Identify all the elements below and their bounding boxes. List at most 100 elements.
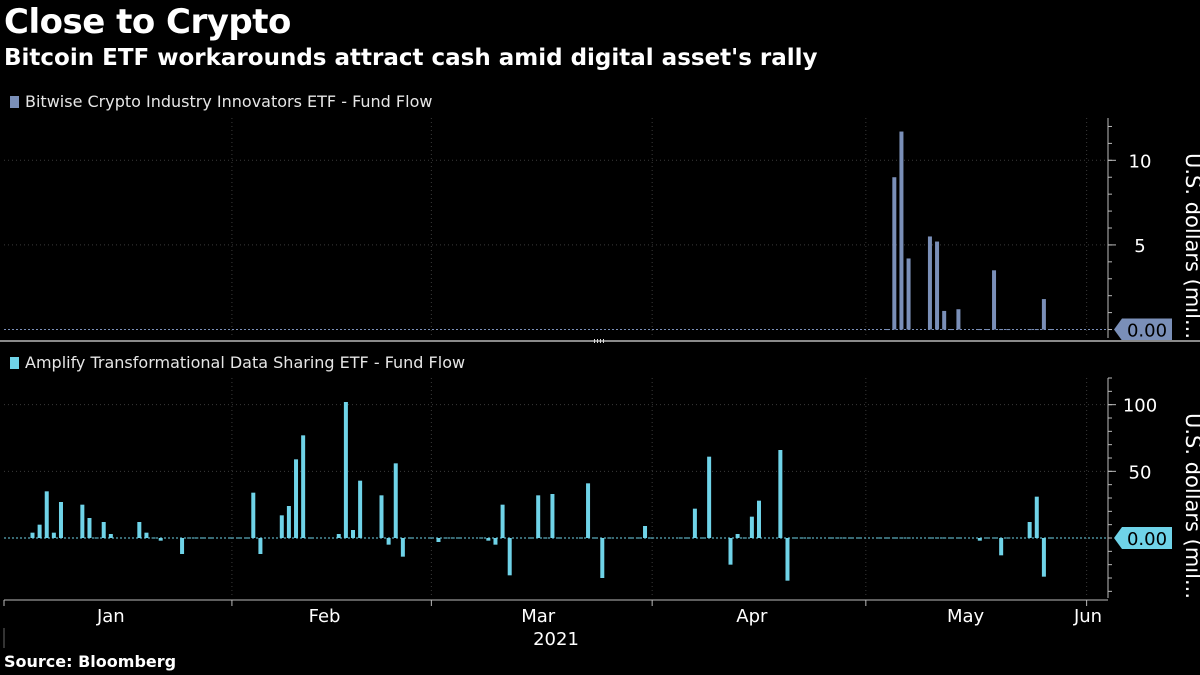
x-tick-label: May bbox=[947, 606, 985, 627]
x-tick-label: Feb bbox=[309, 606, 341, 627]
bar bbox=[286, 506, 291, 538]
bar bbox=[984, 537, 989, 539]
bar bbox=[593, 537, 598, 539]
bar bbox=[486, 538, 491, 541]
bar bbox=[557, 537, 562, 539]
bar bbox=[51, 532, 56, 538]
bar bbox=[393, 463, 398, 538]
bar bbox=[101, 522, 106, 538]
x-tick-label: Jan bbox=[96, 606, 125, 627]
bar bbox=[108, 534, 113, 538]
y-tick-label: 10 bbox=[1129, 151, 1152, 172]
bar bbox=[749, 516, 754, 538]
bar bbox=[735, 534, 740, 538]
bar bbox=[229, 537, 234, 539]
bar bbox=[999, 538, 1004, 556]
x-tick-label: Jun bbox=[1073, 606, 1102, 627]
bar bbox=[258, 538, 263, 554]
bar bbox=[685, 537, 690, 539]
y-axis-label: U.S. dollars (mil... bbox=[1181, 413, 1200, 599]
x-tick-label: Apr bbox=[736, 606, 768, 627]
current-value-tag bbox=[1114, 527, 1172, 549]
bar bbox=[44, 491, 49, 538]
bar bbox=[977, 538, 982, 541]
bar bbox=[885, 329, 890, 331]
bar bbox=[187, 537, 192, 539]
bar bbox=[1034, 329, 1039, 331]
bar bbox=[180, 538, 185, 554]
bar bbox=[785, 538, 790, 581]
bar bbox=[935, 537, 940, 539]
bar bbox=[707, 456, 712, 538]
bar bbox=[586, 483, 591, 538]
bar bbox=[1041, 538, 1046, 577]
legend-bottom: Amplify Transformational Data Sharing ET… bbox=[10, 353, 465, 372]
bar bbox=[529, 537, 534, 539]
bar bbox=[878, 537, 883, 539]
bar bbox=[194, 537, 199, 539]
bar bbox=[37, 524, 42, 538]
bar bbox=[949, 329, 954, 331]
bar bbox=[999, 329, 1004, 331]
bar bbox=[358, 480, 363, 538]
bar bbox=[208, 537, 213, 539]
bar bbox=[137, 522, 142, 538]
y-tick-label: 50 bbox=[1129, 462, 1152, 483]
bar bbox=[842, 537, 847, 539]
bar bbox=[151, 537, 156, 539]
bar bbox=[201, 537, 206, 539]
bar bbox=[343, 402, 348, 538]
bar bbox=[336, 534, 341, 538]
bar bbox=[984, 329, 989, 331]
bar bbox=[1041, 299, 1046, 330]
bar bbox=[500, 504, 505, 538]
bar bbox=[806, 537, 811, 539]
x-tick-label: Mar bbox=[521, 606, 556, 627]
bar bbox=[1034, 496, 1039, 538]
bar bbox=[778, 450, 783, 538]
bar bbox=[678, 537, 683, 539]
y-axis-label: U.S. dollars (mil... bbox=[1181, 153, 1200, 339]
bar bbox=[1027, 522, 1032, 538]
bar bbox=[279, 515, 284, 538]
bar bbox=[742, 537, 747, 539]
bar bbox=[386, 538, 391, 545]
bar bbox=[536, 495, 541, 538]
bar bbox=[885, 537, 890, 539]
bar bbox=[956, 537, 961, 539]
y-tick-label: 100 bbox=[1123, 396, 1157, 417]
bar bbox=[30, 532, 35, 538]
bar bbox=[906, 537, 911, 539]
bar bbox=[849, 537, 854, 539]
bar bbox=[351, 530, 356, 538]
bar bbox=[87, 518, 92, 538]
bar bbox=[251, 492, 256, 538]
bar bbox=[828, 537, 833, 539]
bar bbox=[942, 537, 947, 539]
bar bbox=[792, 537, 797, 539]
bar bbox=[1049, 537, 1054, 539]
bar bbox=[429, 537, 434, 539]
bar bbox=[244, 537, 249, 539]
bar bbox=[892, 177, 897, 330]
bar bbox=[977, 329, 982, 331]
bar bbox=[650, 537, 655, 539]
bar bbox=[493, 538, 498, 545]
bar bbox=[835, 537, 840, 539]
current-value-label: 0.00 bbox=[1127, 321, 1167, 342]
bar bbox=[692, 508, 697, 538]
bar bbox=[308, 537, 313, 539]
bar bbox=[80, 504, 85, 538]
bar bbox=[94, 537, 99, 539]
bar bbox=[607, 537, 612, 539]
bar bbox=[436, 538, 441, 542]
chart-title: Close to Crypto bbox=[4, 2, 291, 42]
legend-swatch-top bbox=[10, 95, 19, 108]
bar bbox=[450, 537, 455, 539]
bar bbox=[58, 502, 63, 538]
bar bbox=[457, 537, 462, 539]
bar bbox=[892, 537, 897, 539]
bar bbox=[992, 537, 997, 539]
bar bbox=[899, 131, 904, 330]
